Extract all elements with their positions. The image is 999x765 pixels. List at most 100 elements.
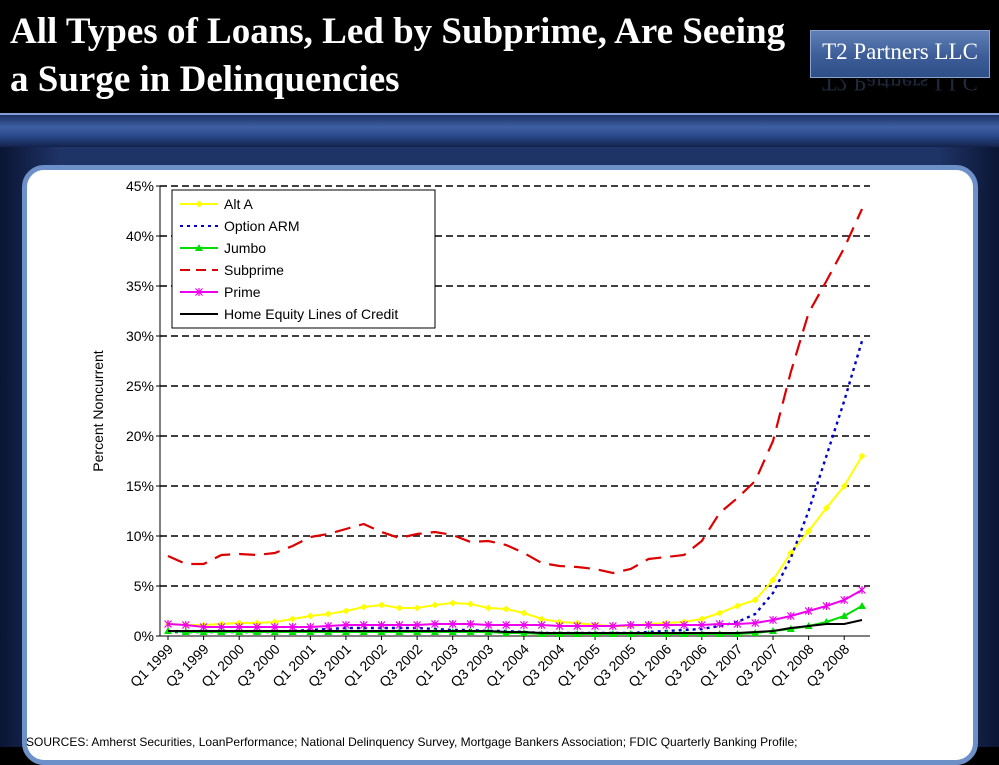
y-tick-label: 0%	[134, 628, 154, 644]
data-point-marker	[662, 621, 671, 629]
data-point-marker	[858, 586, 866, 594]
y-tick-label: 40%	[126, 228, 154, 244]
data-point-marker	[733, 602, 741, 610]
y-tick-label: 45%	[126, 178, 154, 194]
data-point-marker	[519, 621, 528, 629]
data-point-marker	[484, 621, 493, 629]
legend-label: Jumbo	[224, 240, 266, 256]
legend-label: Option ARM	[224, 218, 299, 234]
data-point-marker	[413, 621, 422, 629]
series-line-alt-a	[167, 455, 863, 627]
legend-label: Home Equity Lines of Credit	[224, 306, 398, 322]
y-axis-label: Percent Noncurrent	[90, 350, 106, 472]
y-tick-label: 15%	[126, 478, 154, 494]
data-point-marker	[769, 576, 777, 584]
y-tick-label: 35%	[126, 278, 154, 294]
data-point-marker	[840, 596, 849, 604]
data-point-marker	[537, 621, 546, 629]
data-point-marker	[306, 612, 314, 620]
data-point-marker	[805, 527, 813, 535]
data-point-marker	[430, 620, 439, 628]
data-point-marker	[804, 607, 813, 615]
logo-text: T2 Partners LLC	[822, 39, 978, 64]
data-point-marker	[484, 604, 492, 612]
data-point-marker	[431, 601, 439, 609]
y-tick-label: 30%	[126, 328, 154, 344]
data-point-marker	[538, 615, 546, 623]
data-point-marker	[378, 601, 386, 609]
data-point-marker	[253, 623, 261, 631]
data-point-marker	[271, 618, 279, 626]
data-point-marker	[858, 602, 866, 609]
data-point-marker	[195, 200, 203, 208]
y-tick-label: 10%	[126, 528, 154, 544]
data-point-marker	[751, 619, 760, 627]
data-point-marker	[626, 621, 635, 629]
data-point-marker	[360, 603, 368, 611]
data-point-marker	[466, 620, 475, 628]
data-point-marker	[449, 599, 457, 607]
data-point-marker	[217, 623, 226, 631]
data-point-marker	[342, 607, 350, 615]
legend-label: Subprime	[224, 262, 284, 278]
data-point-marker	[377, 621, 386, 629]
delinquency-line-chart: 0% 5% 10% 15% 20% 25% 30% 35% 40% 45% Percent Nonc…	[90, 178, 870, 690]
data-point-marker	[698, 615, 706, 623]
sources-footnote: SOURCES: Amherst Securities, LoanPerform…	[26, 735, 798, 749]
y-tick-label: 20%	[126, 428, 154, 444]
data-point-marker	[555, 622, 564, 630]
series-line-subprime	[167, 208, 864, 575]
data-point-marker	[199, 623, 208, 631]
legend-box	[171, 189, 436, 329]
data-point-marker	[306, 623, 315, 631]
series-line-prime	[167, 589, 863, 628]
data-point-marker	[413, 604, 421, 612]
data-point-marker	[164, 620, 172, 628]
data-point-marker	[288, 623, 297, 631]
slide-title: All Types of Loans, Led by Subprime, Are…	[10, 11, 786, 100]
data-point-marker	[591, 622, 600, 630]
data-point-marker	[751, 596, 759, 604]
data-point-marker	[270, 623, 279, 631]
data-point-marker	[342, 621, 350, 629]
data-point-marker	[840, 482, 848, 490]
data-point-marker	[289, 615, 297, 623]
data-point-marker	[395, 621, 404, 629]
data-point-marker	[502, 621, 511, 629]
data-point-marker	[324, 622, 333, 630]
data-point-marker	[822, 602, 831, 610]
slide-header: All Types of Loans, Led by Subprime, Are…	[0, 0, 999, 113]
y-tick-label: 25%	[126, 378, 154, 394]
data-point-marker	[716, 609, 724, 617]
data-point-marker	[769, 616, 777, 624]
data-point-marker	[502, 605, 510, 613]
series-line-home-equity-lines-of-credit	[168, 619, 863, 634]
data-point-marker	[448, 620, 457, 628]
data-point-marker	[467, 600, 475, 608]
data-point-marker	[195, 244, 203, 251]
data-point-marker	[520, 609, 528, 617]
data-point-marker	[324, 610, 332, 618]
legend-label: Alt A	[224, 196, 253, 212]
data-point-marker	[840, 612, 849, 619]
data-point-marker	[680, 621, 688, 629]
data-point-marker	[359, 621, 368, 629]
company-logo: T2 Partners LLC	[810, 30, 990, 78]
data-point-marker	[715, 620, 724, 628]
data-point-marker	[235, 623, 244, 631]
data-point-marker	[858, 452, 866, 460]
data-point-marker	[181, 621, 190, 629]
data-point-marker	[733, 620, 742, 628]
data-point-marker	[573, 622, 582, 630]
legend-label: Prime	[224, 284, 261, 300]
data-point-marker	[786, 612, 795, 620]
series-line-option-arm	[168, 340, 864, 635]
y-tick-label: 5%	[134, 578, 154, 594]
data-point-marker	[195, 288, 203, 296]
data-point-marker	[822, 504, 830, 512]
data-point-marker	[395, 604, 403, 612]
data-point-marker	[697, 621, 706, 629]
header-band	[0, 113, 999, 149]
data-point-marker	[644, 621, 653, 629]
data-point-marker	[608, 622, 617, 630]
